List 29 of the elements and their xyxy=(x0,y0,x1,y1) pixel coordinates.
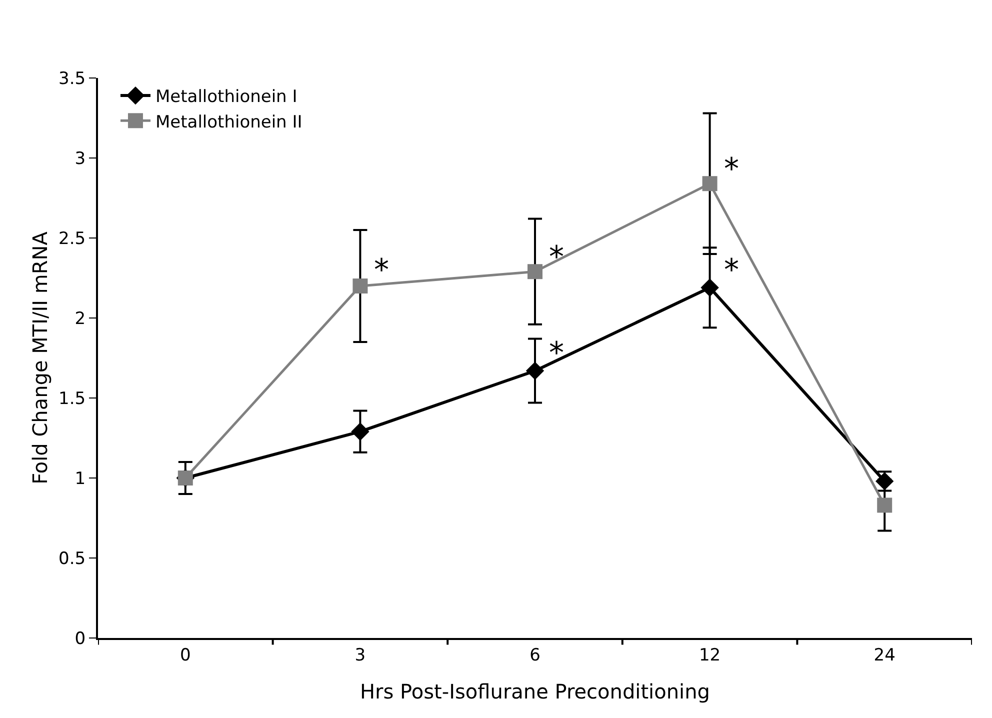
point xyxy=(700,278,719,297)
point xyxy=(702,176,718,192)
y-tick-label: 1.5 xyxy=(58,388,86,409)
point xyxy=(352,278,368,294)
y-tick-label: 2.5 xyxy=(58,228,86,249)
y-tick-label: 0 xyxy=(74,628,86,649)
annotation: * xyxy=(724,253,739,288)
y-axis-title: Fold Change MTI/II mRNA xyxy=(28,231,52,484)
x-tick-label: 24 xyxy=(874,645,896,666)
annotation: * xyxy=(549,240,564,275)
y-tick-label: 2 xyxy=(74,308,86,329)
y-tick-label: 3 xyxy=(74,148,86,169)
x-tick-label: 12 xyxy=(698,645,721,666)
point xyxy=(526,362,544,380)
point xyxy=(528,264,542,280)
y-tick-label: 1 xyxy=(74,468,86,489)
legend-label: Metallothionein I xyxy=(155,87,298,108)
x-tick-label: 3 xyxy=(354,645,366,666)
x-axis-title: Hrs Post-Isoflurane Preconditioning xyxy=(360,679,710,704)
point xyxy=(877,498,892,513)
point xyxy=(351,422,370,441)
x-tick-label: 6 xyxy=(530,645,540,666)
x-tick-label: 0 xyxy=(180,645,191,666)
annotation: * xyxy=(374,253,389,288)
annotation: * xyxy=(549,336,564,371)
annotation: * xyxy=(724,152,739,187)
legend-label: Metallothionein II xyxy=(155,112,302,132)
y-tick-label: 0.5 xyxy=(58,548,86,569)
y-tick-label: 3.5 xyxy=(58,68,86,89)
